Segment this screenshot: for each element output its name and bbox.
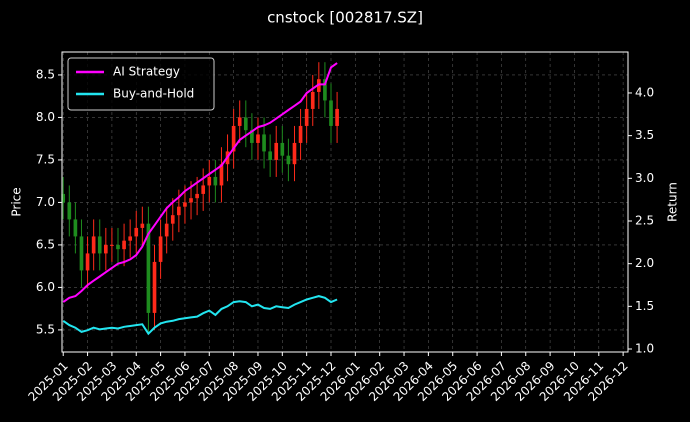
y-tick-label: 7.5 bbox=[36, 152, 55, 166]
legend-box bbox=[67, 57, 215, 111]
candle-body bbox=[323, 79, 327, 101]
y-axis-label: Price bbox=[10, 187, 24, 216]
candle-body bbox=[158, 236, 163, 262]
y2-tick-label: 2.0 bbox=[635, 256, 654, 270]
candle-body bbox=[243, 117, 248, 131]
candle-body bbox=[189, 198, 193, 203]
y-tick-label: 7.0 bbox=[36, 195, 55, 209]
candle-body bbox=[298, 125, 303, 143]
candle-body bbox=[67, 202, 72, 220]
chart-title: cnstock [002817.SZ] bbox=[267, 9, 423, 27]
candle-body bbox=[61, 193, 66, 203]
y2-tick-label: 2.5 bbox=[635, 213, 654, 227]
candle-body bbox=[335, 108, 339, 126]
candle-body bbox=[207, 176, 212, 186]
candle-body bbox=[91, 236, 96, 254]
plot-frame bbox=[61, 51, 629, 353]
candle-body bbox=[183, 202, 187, 207]
candle-body bbox=[110, 244, 114, 246]
candle-body bbox=[79, 236, 84, 271]
candle-body bbox=[268, 151, 272, 160]
series-line bbox=[62, 295, 338, 336]
y-tick-label: 6.5 bbox=[36, 237, 55, 251]
candle-body bbox=[177, 206, 181, 216]
candle-body bbox=[128, 236, 132, 241]
candle-body bbox=[280, 142, 285, 156]
legend-label: AI Strategy bbox=[113, 65, 180, 79]
candle-body bbox=[195, 193, 199, 199]
candle-body bbox=[122, 240, 126, 250]
y2-tick-label: 3.5 bbox=[635, 128, 654, 142]
y-tick-label: 8.0 bbox=[36, 110, 55, 124]
candle-body bbox=[274, 142, 279, 160]
candle-body bbox=[73, 219, 78, 237]
y-tick-label: 5.5 bbox=[36, 322, 55, 336]
candle-body bbox=[146, 223, 151, 313]
y-tick-label: 6.0 bbox=[36, 280, 55, 294]
candle-body bbox=[329, 100, 333, 126]
candle-body bbox=[292, 142, 297, 165]
y-tick-label: 8.5 bbox=[36, 67, 55, 81]
candle-body bbox=[304, 108, 309, 126]
candle-body bbox=[256, 134, 260, 143]
candle-body bbox=[237, 117, 242, 126]
candle-body bbox=[152, 261, 157, 313]
candle-body bbox=[286, 155, 291, 165]
candle-body bbox=[103, 244, 108, 254]
candle-body bbox=[250, 130, 254, 143]
y2-axis-label: Return bbox=[666, 182, 680, 222]
candle-body bbox=[134, 227, 139, 237]
candle-body bbox=[213, 176, 218, 186]
candle-body bbox=[85, 253, 90, 271]
y2-tick-label: 1.5 bbox=[635, 299, 654, 313]
candle-body bbox=[262, 134, 266, 152]
candle-body bbox=[219, 164, 224, 186]
y2-tick-label: 4.0 bbox=[635, 85, 654, 99]
y2-tick-label: 1.0 bbox=[635, 342, 654, 356]
candle-body bbox=[201, 185, 206, 194]
candle-body bbox=[116, 244, 120, 250]
candle-body bbox=[170, 215, 175, 224]
y2-tick-label: 3.0 bbox=[635, 171, 654, 185]
series-line bbox=[62, 62, 338, 303]
candle-body bbox=[140, 223, 145, 228]
legend-label: Buy-and-Hold bbox=[113, 87, 194, 101]
candle-body bbox=[310, 91, 315, 109]
candle-body bbox=[97, 236, 102, 254]
candle-body bbox=[164, 223, 169, 237]
candle-body bbox=[231, 125, 236, 152]
